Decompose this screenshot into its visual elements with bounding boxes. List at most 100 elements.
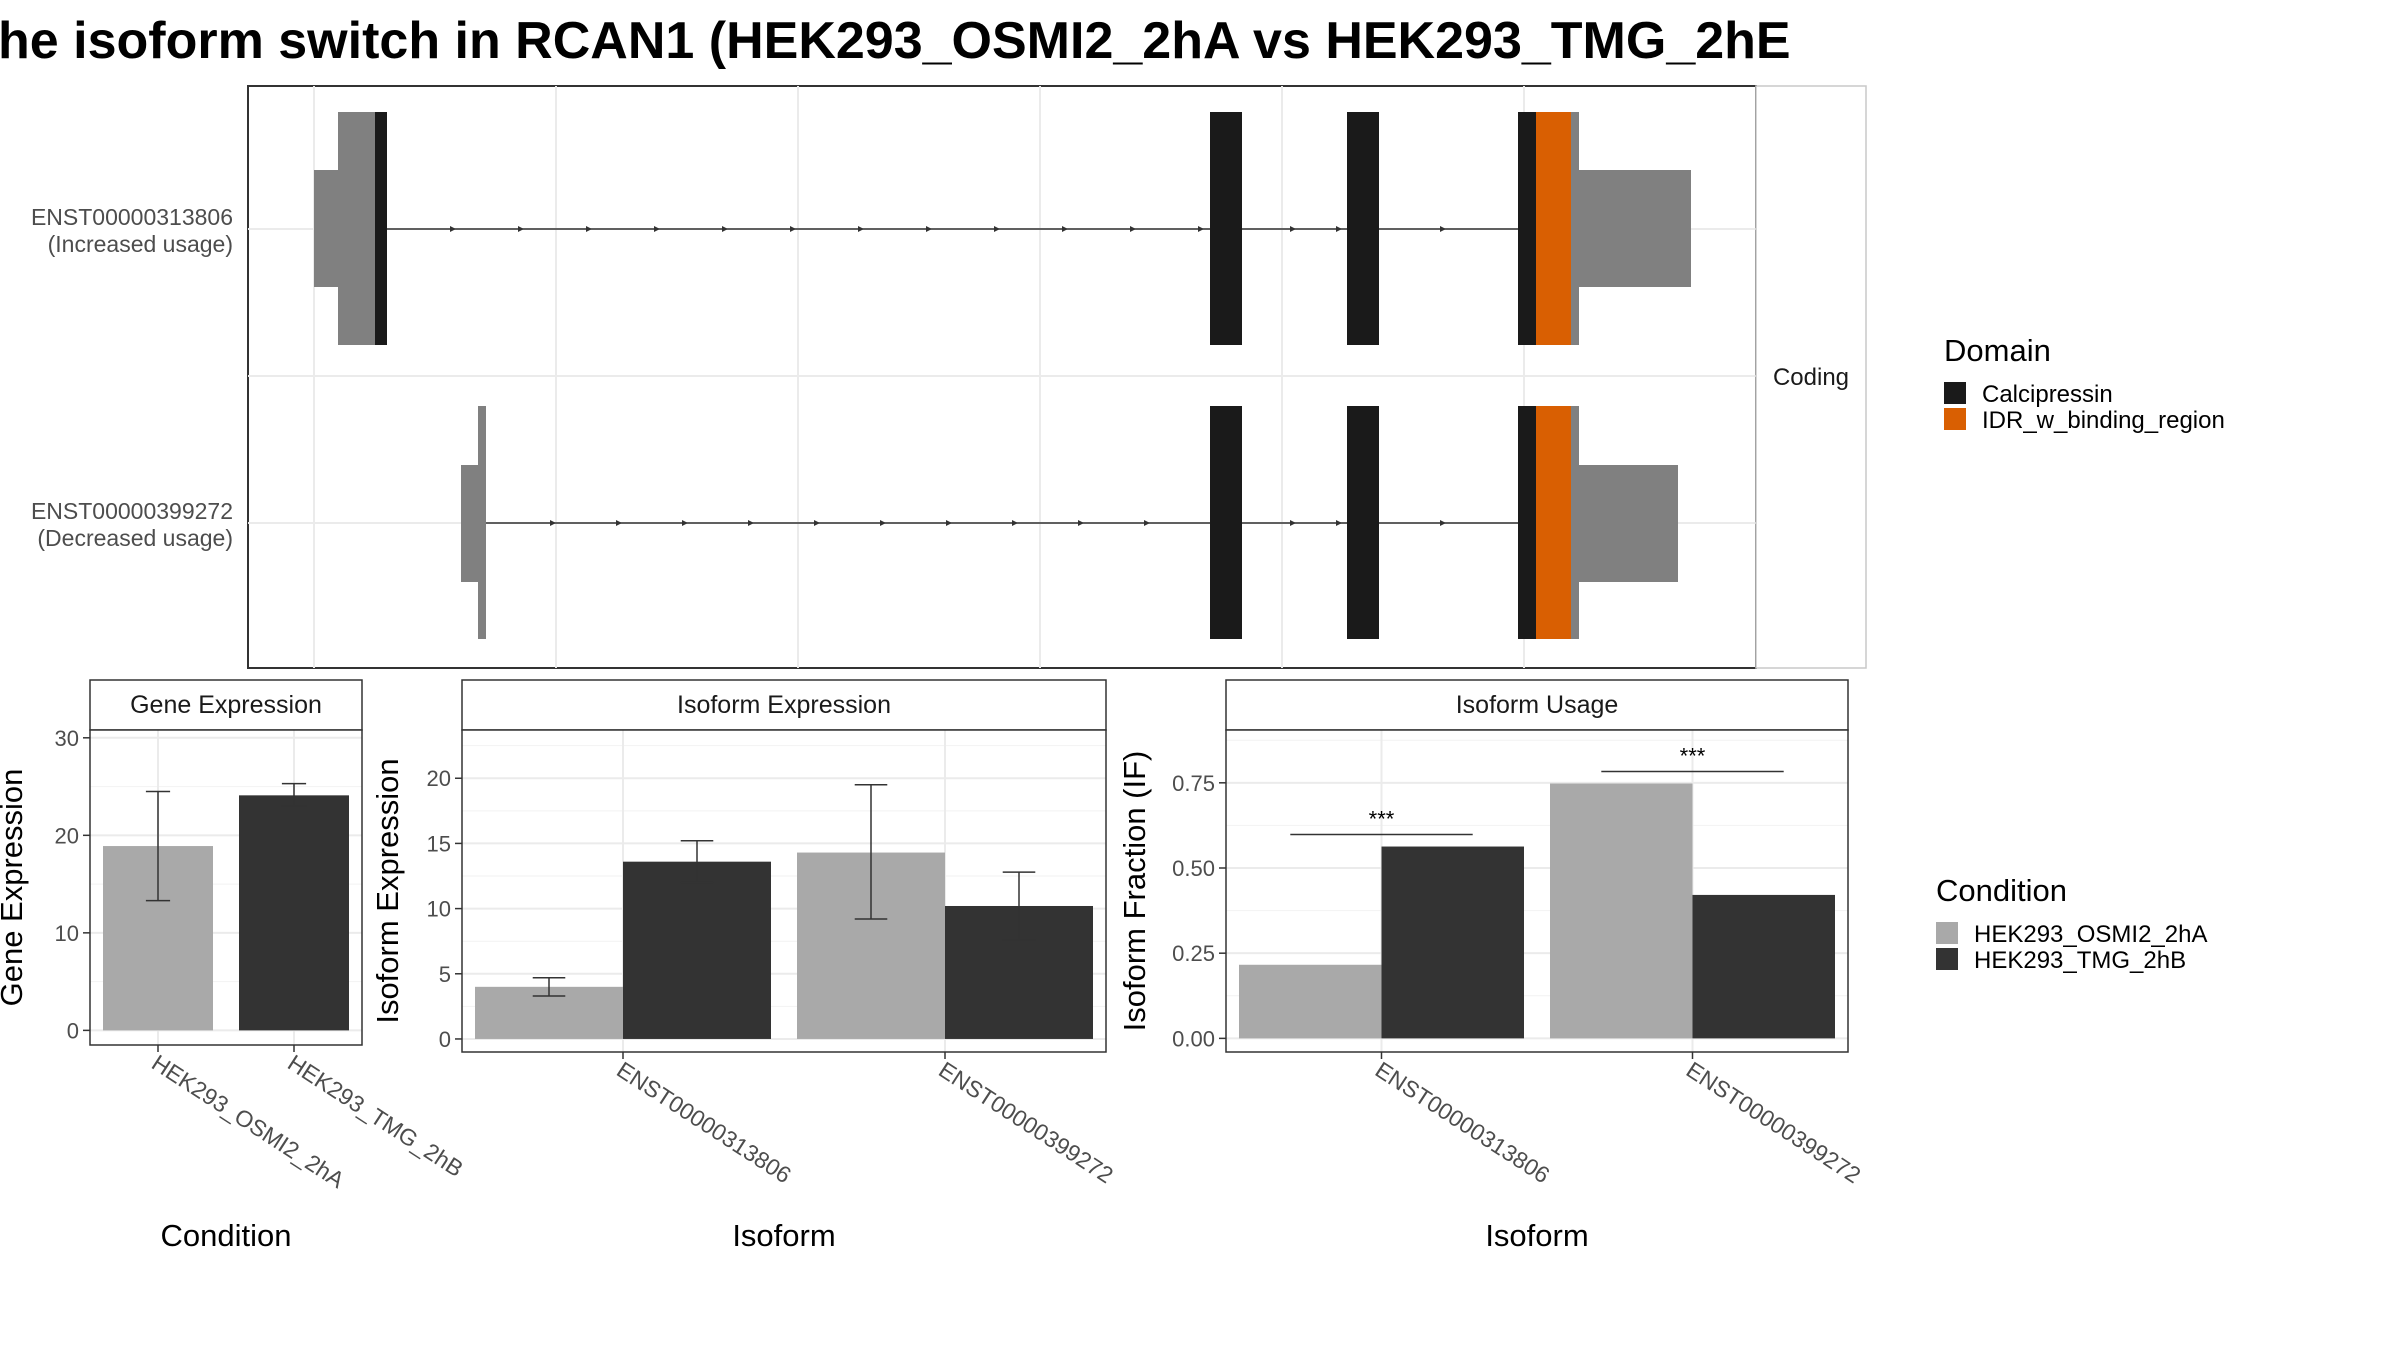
intron-arrow <box>1336 226 1342 232</box>
bar <box>1381 846 1524 1039</box>
calcipressin-domain <box>1518 112 1536 345</box>
idr-binding-domain <box>1536 406 1572 639</box>
intron-arrow <box>1440 226 1446 232</box>
legend-swatch-condition-a <box>1936 922 1958 944</box>
utr-exon <box>1571 406 1579 639</box>
intron-arrow <box>790 226 796 232</box>
utr-exon <box>1578 170 1691 287</box>
calcipressin-domain <box>375 112 387 345</box>
calcipressin-domain <box>1347 406 1379 639</box>
y-axis-title: Isoform Fraction (IF) <box>1117 751 1152 1032</box>
idr-binding-domain <box>1536 112 1572 345</box>
x-axis-title: Condition <box>161 1218 292 1253</box>
intron-arrow <box>994 226 1000 232</box>
y-tick-label: 20 <box>427 766 451 791</box>
y-tick-label: 15 <box>427 831 451 856</box>
intron-arrow <box>450 226 456 232</box>
facet-label: Coding <box>1773 364 1849 391</box>
x-axis-title: Isoform <box>1485 1218 1588 1253</box>
utr-exon <box>314 170 340 287</box>
bar <box>623 861 771 1039</box>
facet-strip <box>1755 85 1867 669</box>
panel-title: Isoform Expression <box>677 691 891 719</box>
legend-label-idr: IDR_w_binding_region <box>1982 407 2225 434</box>
intron-arrow <box>550 520 556 526</box>
x-axis-title: Isoform <box>732 1218 835 1253</box>
legend-label-condition-b: HEK293_TMG_2hB <box>1974 947 2186 974</box>
intron-arrow <box>946 520 952 526</box>
panel-border <box>461 729 1107 1053</box>
isoform-usage-chart: Isoform Usage *** *** 0.00 0.25 0.50 0.75 ENST0… <box>1117 679 1866 1253</box>
transcript-1-id: ENST00000313806 <box>31 204 233 230</box>
intron-arrow <box>616 520 622 526</box>
y-tick-label: 0.50 <box>1172 856 1215 881</box>
y-axis-title: Isoform Expression <box>370 758 405 1023</box>
condition-legend: Condition HEK293_OSMI2_2hA HEK293_TMG_2h… <box>1936 873 2207 974</box>
intron-arrow <box>748 520 754 526</box>
intron-arrow <box>1336 520 1342 526</box>
transcript-structure-panel: Coding ENST00000313806 (Increased usage)… <box>31 85 1867 669</box>
intron-arrow <box>1062 226 1068 232</box>
y-tick-label: 10 <box>427 897 451 922</box>
bar <box>1692 894 1835 1039</box>
utr-exon <box>338 112 376 345</box>
intron-arrow <box>1130 226 1136 232</box>
calcipressin-domain <box>1210 406 1242 639</box>
intron-arrow <box>1078 520 1084 526</box>
intron-arrow <box>1012 520 1018 526</box>
panel-title: Isoform Usage <box>1456 691 1619 719</box>
domain-legend: Domain Calcipressin IDR_w_binding_region <box>1944 333 2225 434</box>
y-tick-label: 0.25 <box>1172 941 1215 966</box>
intron-arrow <box>654 226 660 232</box>
legend-swatch-condition-b <box>1936 948 1958 970</box>
transcript-1-model <box>314 112 1691 345</box>
calcipressin-domain <box>1347 112 1379 345</box>
intron-arrow <box>858 226 864 232</box>
intron-arrows <box>550 520 1446 526</box>
intron-arrow <box>1290 520 1296 526</box>
y-tick-label: 5 <box>439 962 451 987</box>
condition-legend-title: Condition <box>1936 873 2067 908</box>
panel-title: Gene Expression <box>130 691 322 719</box>
facet-strip <box>89 679 363 731</box>
x-tick-label: ENST00000399272 <box>1682 1056 1866 1188</box>
intron-arrow <box>1198 226 1204 232</box>
calcipressin-domain <box>1210 112 1242 345</box>
transcript-2-model <box>461 406 1678 639</box>
y-tick-label: 20 <box>55 823 79 848</box>
bar <box>1550 783 1693 1039</box>
intron-arrow <box>814 520 820 526</box>
significance-label: *** <box>1680 743 1706 768</box>
domain-legend-title: Domain <box>1944 333 2051 368</box>
intron-arrow <box>518 226 524 232</box>
y-tick-label: 0 <box>439 1027 451 1052</box>
panel-border <box>89 729 363 1046</box>
panel-border <box>1225 729 1849 1053</box>
transcript-2-id: ENST00000399272 <box>31 498 233 524</box>
legend-label-calcipressin: Calcipressin <box>1982 381 2113 408</box>
y-tick-label: 30 <box>55 726 79 751</box>
x-tick-label: ENST00000313806 <box>612 1056 796 1188</box>
intron-arrow <box>1440 520 1446 526</box>
utr-exon <box>478 406 486 639</box>
x-tick-label: ENST00000313806 <box>1371 1056 1555 1188</box>
intron-arrow <box>926 226 932 232</box>
legend-swatch-idr <box>1944 408 1966 430</box>
y-axis-title: Gene Expression <box>0 769 29 1007</box>
bar <box>1239 964 1382 1039</box>
intron-arrow <box>1290 226 1296 232</box>
utr-exon <box>461 465 479 582</box>
transcript-1-usage: (Increased usage) <box>48 231 233 257</box>
figure-title: he isoform switch in RCAN1 (HEK293_OSMI2… <box>0 12 1791 70</box>
intron-arrow <box>1144 520 1150 526</box>
significance-label: *** <box>1369 807 1395 832</box>
intron-arrows <box>450 226 1446 232</box>
intron-arrow <box>682 520 688 526</box>
y-tick-label: 0.00 <box>1172 1026 1215 1051</box>
x-tick-label: ENST00000399272 <box>934 1056 1118 1188</box>
facet-strip <box>461 679 1107 731</box>
intron-arrow <box>586 226 592 232</box>
isoform-expression-chart: Isoform Expression 0 5 10 15 20 ENST0000031380… <box>370 679 1118 1253</box>
intron-arrow <box>722 226 728 232</box>
